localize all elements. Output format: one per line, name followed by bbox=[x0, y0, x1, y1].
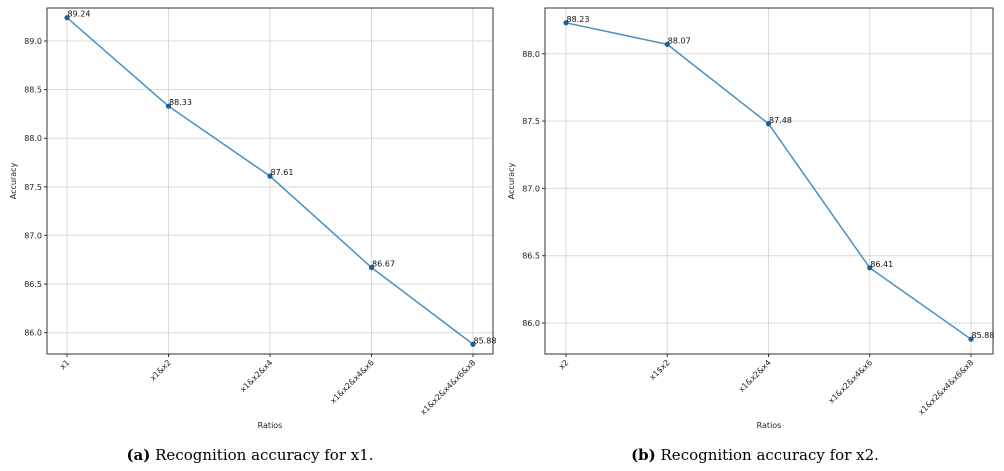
chart-a-point-4 bbox=[470, 341, 476, 347]
chart-a-ytick-label-2: 87.0 bbox=[24, 231, 42, 240]
chart-b-xtick-label-0: x2 bbox=[557, 358, 570, 371]
chart-a-data-label-2: 87.61 bbox=[271, 168, 294, 177]
chart-b-data-label-2: 87.48 bbox=[769, 116, 792, 125]
caption-a-tag: (a) bbox=[126, 446, 150, 464]
chart-b-point-0 bbox=[563, 20, 569, 26]
chart-b-ytick-label-0: 86.0 bbox=[522, 319, 540, 328]
chart-a-data-label-1: 88.33 bbox=[169, 98, 192, 107]
chart-a-yaxis-label: Accuracy bbox=[9, 162, 18, 199]
chart-b-ytick-label-2: 87.0 bbox=[522, 184, 540, 193]
chart-b-data-label-1: 88.07 bbox=[668, 36, 691, 45]
caption-b-tag: (b) bbox=[631, 446, 656, 464]
chart-b-ytick-label-1: 86.5 bbox=[522, 252, 540, 261]
chart-a-ytick-label-1: 86.5 bbox=[24, 280, 42, 289]
chart-a-ytick-label-5: 88.5 bbox=[24, 86, 42, 95]
chart-a-data-label-4: 85.88 bbox=[474, 336, 497, 345]
chart-a-point-0 bbox=[64, 15, 70, 21]
chart-a-xaxis-label: Ratios bbox=[258, 421, 283, 430]
chart-a-data-label-3: 86.67 bbox=[372, 260, 395, 269]
chart-a-ytick-label-6: 89.0 bbox=[24, 37, 42, 46]
chart-a-xtick-label-3: x1&x2&x4&x6 bbox=[329, 358, 376, 405]
chart-b-ytick-label-4: 88.0 bbox=[522, 50, 540, 59]
chart-a-point-1 bbox=[165, 103, 172, 109]
caption-b-text: Recognition accuracy for x2. bbox=[656, 446, 879, 464]
chart-a-point-2 bbox=[267, 173, 273, 179]
chart-a-data-label-0: 89.24 bbox=[68, 10, 91, 19]
chart-a-xtick-label-0: x1 bbox=[58, 358, 71, 371]
chart-b-xtick-label-4: x1&x2&x4&x6&x8 bbox=[917, 358, 976, 417]
chart-b-point-1 bbox=[664, 41, 670, 47]
chart-b-data-label-3: 86.41 bbox=[870, 260, 893, 269]
caption-b: (b) Recognition accuracy for x2. bbox=[631, 446, 879, 464]
chart-panel-a: 86.0 86.5 87.0 87.5 88.0 88.5 89.0 x1 x1&x2 x1&x2… bbox=[9, 7, 497, 430]
chart-b-ytick-label-3: 87.5 bbox=[522, 117, 540, 126]
chart-b-data-label-0: 88.23 bbox=[567, 15, 590, 24]
chart-b-data-label-4: 85.88 bbox=[972, 331, 995, 340]
chart-b-point-2 bbox=[765, 121, 772, 127]
chart-a-xtick-label-2: x1&x2&x4 bbox=[238, 358, 274, 394]
chart-b-point-3 bbox=[867, 265, 873, 271]
chart-a-ytick-label-4: 88.0 bbox=[24, 134, 42, 143]
chart-panel-b: 86.0 86.5 87.0 87.5 88.0 x2 x1$x2 x1&x2&x4 x1&x2… bbox=[507, 7, 995, 430]
chart-b-xtick-label-1: x1$x2 bbox=[648, 358, 672, 382]
caption-a: (a) Recognition accuracy for x1. bbox=[126, 446, 373, 464]
chart-b-point-4 bbox=[968, 336, 974, 342]
chart-a-ytick-label-0: 86.0 bbox=[24, 329, 42, 338]
chart-b-xaxis-label: Ratios bbox=[757, 421, 782, 430]
chart-a-xtick-label-1: x1&x2 bbox=[148, 358, 173, 383]
chart-a-ytick-label-3: 87.5 bbox=[24, 183, 42, 192]
caption-a-text: Recognition accuracy for x1. bbox=[150, 446, 373, 464]
chart-b-xtick-label-3: x1&x2&x4&x6 bbox=[827, 358, 874, 405]
chart-b-yaxis-label: Accuracy bbox=[507, 162, 516, 199]
chart-a-point-3 bbox=[368, 264, 375, 271]
chart-b-xtick-label-2: x1&x2&x4 bbox=[737, 358, 773, 394]
chart-a-xtick-label-4: x1&x2&x4&x6&x8 bbox=[419, 358, 478, 417]
